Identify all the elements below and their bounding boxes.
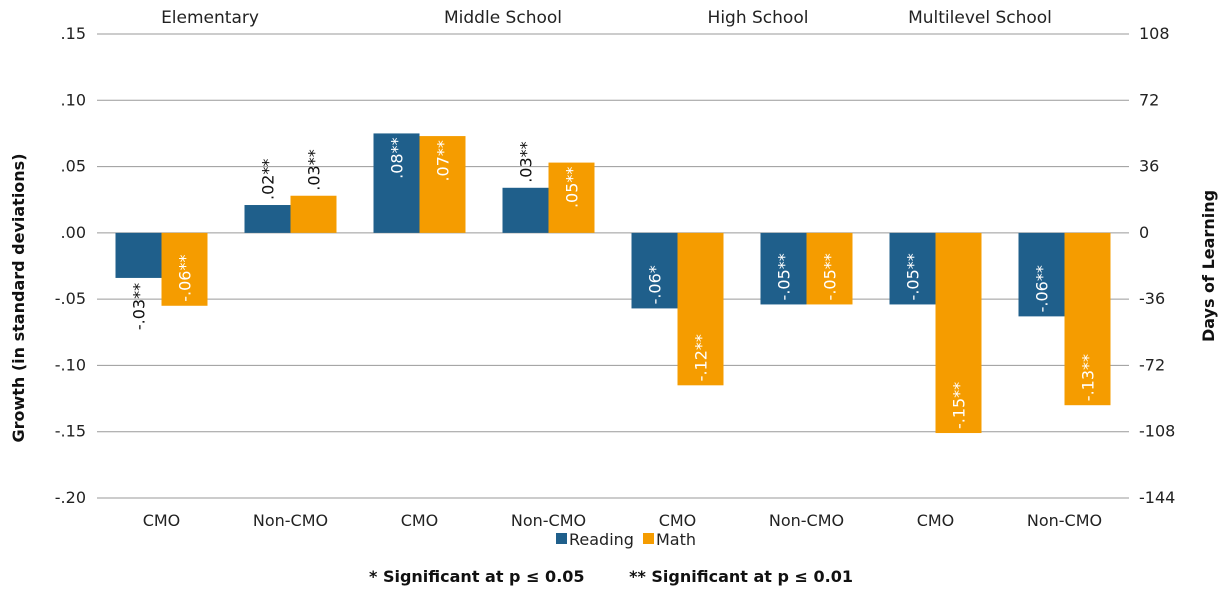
y2-tick-label: -36 [1139,289,1165,308]
y2-tick-label: -144 [1139,488,1175,507]
bar-reading [115,232,162,278]
bar-reading [760,232,807,305]
x-category-label: CMO [143,511,181,530]
y2-tick-label: 72 [1139,90,1159,109]
legend: Reading Math [556,530,696,549]
y2-axis-title: Days of Learning [1199,190,1218,342]
legend-label-math: Math [656,530,696,549]
x-category-label: Non-CMO [511,511,586,530]
x-category-label: Non-CMO [1027,511,1102,530]
y2-tick-label: 108 [1139,24,1170,43]
group-label-high-school: High School [708,8,809,28]
y-tick-label: .15 [61,24,86,43]
bar-math [419,136,466,233]
data-label-reading: .03** [517,141,536,182]
y-tick-label: -.10 [55,355,86,374]
group-label-middle-school: Middle School [444,8,562,28]
data-label-math: -.13** [1079,354,1098,401]
data-label-math: .03** [305,149,324,190]
data-label-reading: -.05** [775,253,794,300]
legend-label-reading: Reading [569,530,634,549]
y2-tick-label: 0 [1139,223,1149,242]
data-label-reading: -.05** [904,253,923,300]
bar-math [290,195,337,233]
data-label-reading: -.06* [646,265,665,304]
bar-reading [244,205,291,233]
data-label-reading: -.03** [130,283,149,330]
data-label-reading: .08** [388,137,407,178]
bar-labels: -.03** -.06** .02** .03** .08** .07** .03** .05… [130,137,1098,429]
data-label-reading: .02** [259,159,278,200]
y2-tick-label: -72 [1139,355,1165,374]
y-tick-label: -.20 [55,488,86,507]
significance-footnote: * Significant at p ≤ 0.05 ** Significant… [369,567,853,586]
bar-reading [1018,232,1065,317]
y-tick-label: -.15 [55,422,86,441]
left-axis-ticks: .15 .10 .05 .00 -.05 -.10 -.15 -.20 [55,24,86,507]
bar-math [806,232,853,305]
bar-math [677,232,724,386]
right-axis-ticks: 108 72 36 0 -36 -72 -108 -144 [1139,24,1175,507]
bar-math [935,232,982,434]
y-tick-label: .00 [61,223,86,242]
legend-swatch-math [643,533,654,544]
bar-reading [502,187,549,233]
data-label-math: .05** [563,167,582,208]
x-category-label: Non-CMO [769,511,844,530]
x-category-label: Non-CMO [253,511,328,530]
y-tick-label: .05 [61,157,86,176]
group-label-elementary: Elementary [161,8,259,28]
data-label-math: -.12** [692,334,711,381]
data-label-math: -.05** [821,253,840,300]
data-label-reading: -.06** [1033,265,1052,312]
y2-tick-label: -108 [1139,422,1175,441]
x-category-label: CMO [917,511,955,530]
bar-reading [631,232,678,309]
category-labels: CMO Non-CMO CMO Non-CMO CMO Non-CMO CMO Non-CMO [143,511,1102,530]
bars [115,133,1111,434]
data-label-math: -.06** [176,255,195,302]
y-tick-label: -.05 [55,289,86,308]
y-axis-title: Growth (in standard deviations) [9,153,28,442]
x-category-label: CMO [401,511,439,530]
data-label-math: -.15** [950,382,969,429]
group-labels: Elementary Middle School High School Multil… [161,8,1052,28]
gridlines [97,33,1129,499]
x-category-label: CMO [659,511,697,530]
bar-reading [373,133,420,233]
bar-math [1064,232,1111,406]
legend-swatch-reading [556,533,567,544]
bar-reading [889,232,936,305]
y2-tick-label: 36 [1139,157,1159,176]
bar-math [161,232,208,306]
data-label-math: .07** [434,140,453,181]
group-label-multilevel-school: Multilevel School [908,8,1052,28]
y-tick-label: .10 [61,90,86,109]
bar-math [548,162,595,233]
